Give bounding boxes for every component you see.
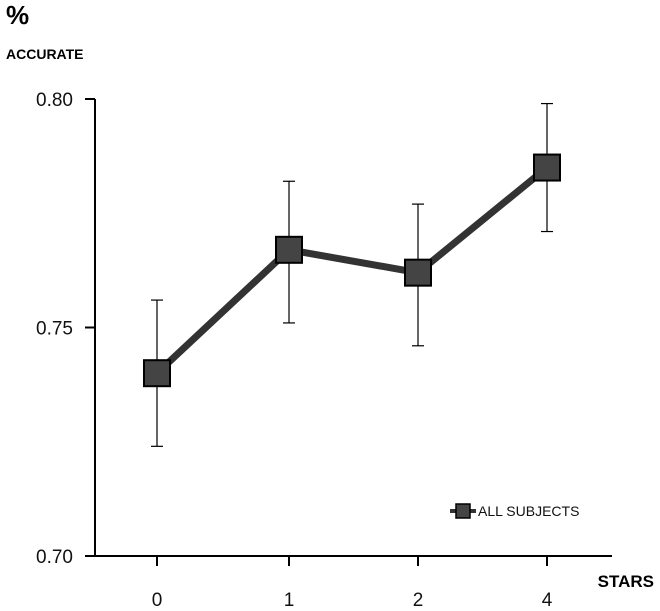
- series-lines: [154, 164, 550, 376]
- x-tick-label: 4: [542, 590, 553, 611]
- x-axis-label: STARS: [597, 572, 654, 591]
- data-point-marker: [533, 153, 561, 182]
- x-tick-label: 0: [152, 590, 163, 611]
- legend-marker: [455, 503, 471, 519]
- series-line: [154, 164, 550, 376]
- y-axis-label-accurate: ACCURATE: [6, 46, 84, 62]
- legend-label: ALL SUBJECTS: [478, 503, 579, 519]
- x-tick-label: 2: [413, 590, 424, 611]
- series-markers: [143, 153, 561, 388]
- x-ticks: 0 1 2 4: [152, 556, 553, 611]
- y-tick-label: 0.75: [36, 319, 73, 340]
- y-tick-label: 0.70: [36, 547, 73, 568]
- data-point-marker: [143, 359, 171, 388]
- data-point-marker: [404, 258, 432, 287]
- y-tick-label: 0.80: [36, 90, 73, 111]
- y-ticks: 0.70 0.75 0.80: [36, 90, 95, 568]
- error-bars: [151, 102, 553, 447]
- x-tick-label: 1: [284, 590, 295, 611]
- data-point-marker: [275, 235, 303, 264]
- y-axis-label-percent: %: [6, 0, 30, 30]
- legend: ALL SUBJECTS: [450, 503, 579, 519]
